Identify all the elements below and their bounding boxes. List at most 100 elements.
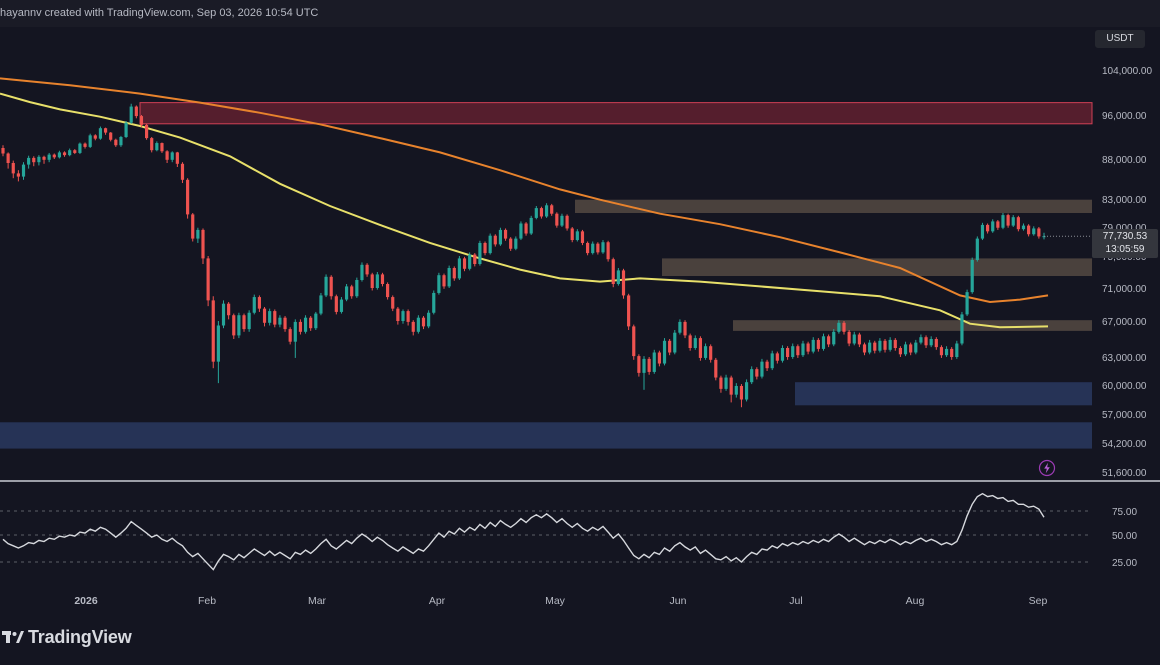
candle-body: [816, 339, 820, 349]
candle-body: [765, 361, 769, 369]
candle-body: [6, 153, 10, 163]
candle-body: [386, 284, 390, 298]
candle-body: [821, 336, 826, 349]
candle-body: [903, 344, 908, 355]
candle-body: [339, 299, 344, 312]
candle-body: [493, 235, 497, 245]
candle-body: [370, 274, 374, 288]
price-tick-label: 88,000.00: [1102, 155, 1147, 166]
candle-body: [98, 128, 103, 139]
time-tick-label: Sep: [1029, 595, 1048, 607]
price-tick-label: 67,000.00: [1102, 317, 1147, 328]
candle-body: [273, 311, 277, 325]
candle-body: [786, 348, 790, 357]
candle-body: [360, 264, 364, 280]
candle-body: [73, 150, 77, 153]
candle-body: [919, 337, 923, 343]
candle-body: [729, 377, 733, 395]
candle-body: [211, 300, 215, 362]
candle-body: [1001, 215, 1005, 228]
candle-body: [103, 128, 108, 133]
candle-body: [288, 329, 292, 342]
time-tick-label: Feb: [198, 595, 216, 607]
candle-body: [560, 215, 564, 226]
candle-body: [770, 353, 774, 369]
candle-body: [965, 292, 969, 315]
candle-body: [309, 317, 313, 329]
candle-body: [462, 258, 467, 269]
candle-body: [57, 152, 61, 158]
candle-body: [734, 385, 738, 395]
candle-body: [847, 331, 851, 344]
zone-4: [795, 382, 1092, 406]
alert-lightning-icon[interactable]: [1038, 459, 1056, 477]
candle-body: [1021, 225, 1026, 230]
candle-body: [186, 179, 190, 215]
candle-body: [616, 270, 620, 284]
candle-body: [268, 311, 272, 323]
candle-body: [1006, 215, 1010, 226]
candle-body: [232, 315, 236, 336]
candle-body: [652, 352, 656, 372]
candle-body: [750, 369, 754, 383]
candle-body: [647, 358, 651, 372]
time-tick-label: Mar: [308, 595, 327, 607]
candle-body: [139, 116, 144, 125]
candle-body: [262, 308, 267, 323]
candle-body: [1027, 225, 1031, 235]
candle-body: [688, 335, 692, 348]
candle-body: [478, 242, 482, 264]
candle-body: [150, 138, 154, 151]
candle-body: [191, 214, 195, 239]
candle-body: [93, 135, 97, 139]
zone-3: [733, 320, 1092, 331]
candle-body: [832, 331, 836, 345]
rsi-tick-label: 25.00: [1112, 558, 1137, 569]
candle-body: [175, 152, 179, 164]
candle-body: [468, 254, 472, 269]
candle-body: [575, 231, 579, 241]
candle-body: [329, 276, 333, 297]
candle-body: [591, 243, 595, 254]
zone-0: [139, 102, 1093, 125]
candle-body: [68, 150, 72, 156]
candle-body: [1016, 217, 1020, 230]
candle-body: [939, 347, 944, 356]
time-tick-label: May: [545, 595, 566, 607]
candle-body: [996, 221, 1000, 228]
currency-label[interactable]: USDT: [1095, 30, 1145, 48]
candle-body: [457, 258, 461, 279]
candle-body: [719, 377, 723, 389]
candle-body: [842, 322, 846, 332]
candle-body: [914, 342, 918, 353]
candle-body: [519, 223, 523, 239]
candle-body: [216, 325, 220, 362]
time-tick-label: Apr: [429, 595, 446, 607]
candle-body: [257, 297, 261, 309]
candle-body: [488, 235, 492, 254]
candle-body: [796, 346, 800, 356]
candle-body: [427, 312, 431, 327]
last-price-tag: 77,730.53 13:05:59: [1092, 229, 1158, 258]
ma-line-1: [0, 92, 1049, 329]
candle-body: [119, 137, 123, 146]
candle-body: [503, 229, 508, 239]
candle-body: [283, 317, 287, 330]
candle-body: [657, 352, 661, 364]
candle-body: [529, 217, 533, 234]
tradingview-logo[interactable]: TradingView: [2, 624, 132, 650]
rsi-line: [2, 492, 1045, 571]
candle-body: [375, 274, 379, 288]
candle-body: [160, 143, 164, 152]
candle-body: [83, 143, 87, 147]
candle-body: [509, 238, 513, 249]
candle-body: [550, 205, 554, 214]
candle-body: [180, 163, 185, 180]
chart-canvas[interactable]: 104,000.00 96,000.00 88,000.00 83,000.00 79,…: [0, 0, 1160, 615]
candle-body: [586, 242, 590, 254]
candle-body: [806, 343, 810, 352]
price-tick-label: 71,000.00: [1102, 284, 1147, 295]
candle-body: [755, 369, 759, 377]
candle-body: [703, 346, 708, 358]
candle-body: [888, 339, 892, 350]
